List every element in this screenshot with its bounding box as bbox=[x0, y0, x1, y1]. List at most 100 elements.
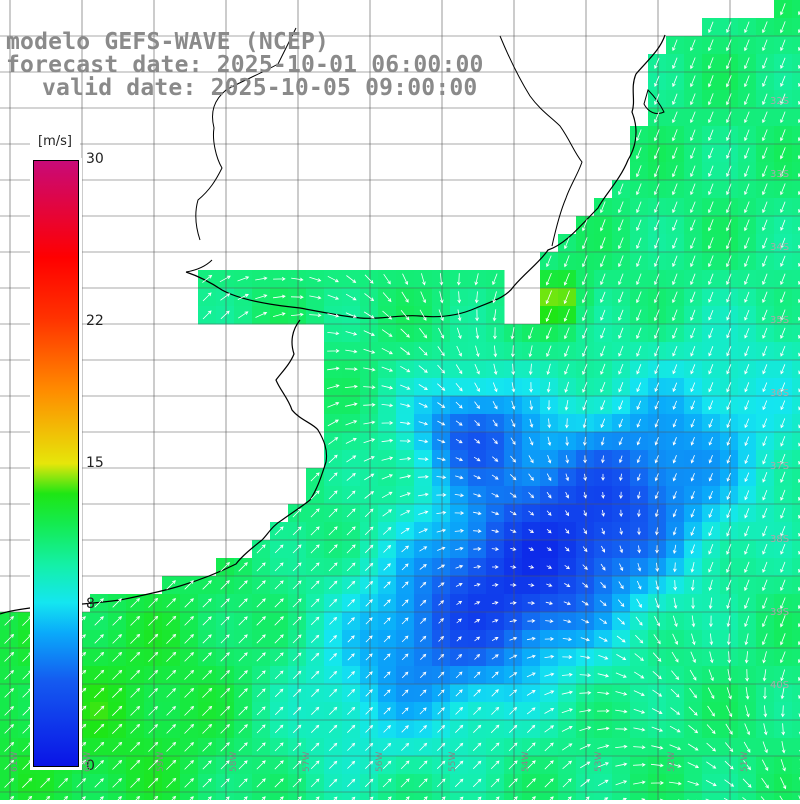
wind-speed-cell bbox=[792, 396, 800, 415]
longitude-label: 61W bbox=[10, 752, 20, 772]
wind-speed-cell bbox=[792, 162, 800, 181]
wind-speed-cell bbox=[36, 792, 55, 800]
wind-speed-cell bbox=[792, 630, 800, 649]
wind-speed-cell bbox=[324, 792, 343, 800]
wind-speed-cell bbox=[702, 792, 721, 800]
wind-speed-cell bbox=[792, 108, 800, 127]
wind-speed-cell bbox=[792, 0, 800, 19]
longitude-label: 55W bbox=[448, 752, 458, 772]
wind-speed-cell bbox=[792, 522, 800, 541]
wind-speed-cell bbox=[612, 792, 631, 800]
colorbar-tick-label: 15 bbox=[86, 456, 104, 470]
wind-speed-cell bbox=[18, 792, 37, 800]
longitude-label: 60W bbox=[83, 752, 93, 772]
wind-speed-cell bbox=[792, 702, 800, 721]
wind-speed-cell bbox=[468, 792, 487, 800]
wind-speed-cell bbox=[396, 792, 415, 800]
wind-speed-cell bbox=[108, 792, 127, 800]
wind-speed-cell bbox=[684, 792, 703, 800]
longitude-label: 53W bbox=[594, 752, 604, 772]
wind-speed-cell bbox=[792, 540, 800, 559]
longitude-label: 57W bbox=[302, 752, 312, 772]
wind-speed-cell bbox=[792, 756, 800, 775]
wind-speed-cell bbox=[792, 576, 800, 595]
wind-speed-cell bbox=[792, 468, 800, 487]
wind-speed-cell bbox=[792, 234, 800, 253]
wind-speed-cell bbox=[792, 486, 800, 505]
wind-speed-cell bbox=[792, 504, 800, 523]
wind-speed-cell bbox=[792, 18, 800, 37]
latitude-label: 33S bbox=[770, 169, 789, 180]
longitude-label: 56W bbox=[375, 752, 385, 772]
wind-speed-cell bbox=[792, 36, 800, 55]
wind-speed-cell bbox=[792, 270, 800, 289]
latitude-label: 40S bbox=[770, 680, 789, 691]
longitude-label: 54W bbox=[521, 752, 531, 772]
wind-speed-cell bbox=[792, 198, 800, 217]
wind-speed-cell bbox=[792, 54, 800, 73]
wind-speed-cell bbox=[594, 792, 613, 800]
wind-speed-cell bbox=[504, 792, 523, 800]
latitude-label: 34S bbox=[770, 242, 789, 253]
wind-speed-cell bbox=[180, 792, 199, 800]
wind-speed-cell bbox=[792, 288, 800, 307]
wind-speed-cell bbox=[360, 792, 379, 800]
colorbar-tick-label: 30 bbox=[86, 152, 104, 166]
wind-speed-cell bbox=[792, 684, 800, 703]
wind-speed-cell bbox=[792, 594, 800, 613]
wind-speed-cell bbox=[792, 144, 800, 163]
wind-speed-cell bbox=[648, 792, 667, 800]
wind-speed-cell bbox=[270, 792, 289, 800]
wind-speed-cell bbox=[792, 648, 800, 667]
longitude-label: 59W bbox=[156, 752, 166, 772]
colorbar bbox=[33, 160, 79, 767]
wind-speed-cell bbox=[792, 216, 800, 235]
wind-speed-cell bbox=[450, 792, 469, 800]
wind-speed-cell bbox=[792, 378, 800, 397]
wind-speed-cell bbox=[288, 792, 307, 800]
wind-speed-cell bbox=[720, 792, 739, 800]
wind-speed-cell bbox=[540, 792, 559, 800]
wind-speed-cell bbox=[216, 792, 235, 800]
wind-speed-cell bbox=[792, 738, 800, 757]
colorbar-tick-label: 8 bbox=[86, 597, 95, 611]
longitude-label: 51W bbox=[740, 752, 750, 772]
latitude-label: 32S bbox=[770, 96, 789, 107]
wind-speed-cell bbox=[522, 792, 541, 800]
wind-speed-cell bbox=[792, 432, 800, 451]
wind-speed-cell bbox=[792, 72, 800, 91]
wind-speed-cell bbox=[792, 774, 800, 793]
wind-speed-cell bbox=[792, 720, 800, 739]
wind-speed-cell bbox=[198, 792, 217, 800]
wind-speed-cell bbox=[162, 792, 181, 800]
wind-speed-cell bbox=[792, 306, 800, 325]
wind-speed-cell bbox=[234, 792, 253, 800]
wind-speed-cell bbox=[738, 792, 757, 800]
wind-speed-cell bbox=[792, 450, 800, 469]
valid-date: valid date: 2025-10-05 09:00:00 bbox=[42, 77, 477, 100]
wind-speed-cell bbox=[144, 792, 163, 800]
wind-speed-cell bbox=[342, 792, 361, 800]
wind-speed-cell bbox=[486, 792, 505, 800]
wind-speed-cell bbox=[792, 90, 800, 109]
latitude-label: 39S bbox=[770, 607, 789, 618]
latitude-label: 38S bbox=[770, 534, 789, 545]
wind-speed-cell bbox=[414, 792, 433, 800]
colorbar-tick-label: 22 bbox=[86, 314, 104, 328]
wind-speed-cell bbox=[666, 792, 685, 800]
wind-speed-cell bbox=[72, 792, 91, 800]
wind-speed-cell bbox=[558, 792, 577, 800]
wind-speed-cell bbox=[792, 252, 800, 271]
wind-speed-cell bbox=[630, 792, 649, 800]
forecast-date: forecast date: 2025-10-01 06:00:00 bbox=[6, 54, 484, 77]
longitude-label: 58W bbox=[229, 752, 239, 772]
wind-speed-cell bbox=[792, 612, 800, 631]
wind-speed-cell bbox=[432, 792, 451, 800]
map-title: modelo GEFS-WAVE (NCEP) bbox=[6, 31, 329, 54]
colorbar-unit: [m/s] bbox=[30, 130, 80, 154]
wind-speed-cell bbox=[0, 792, 19, 800]
wind-speed-cell bbox=[54, 792, 73, 800]
wind-speed-cell bbox=[792, 342, 800, 361]
